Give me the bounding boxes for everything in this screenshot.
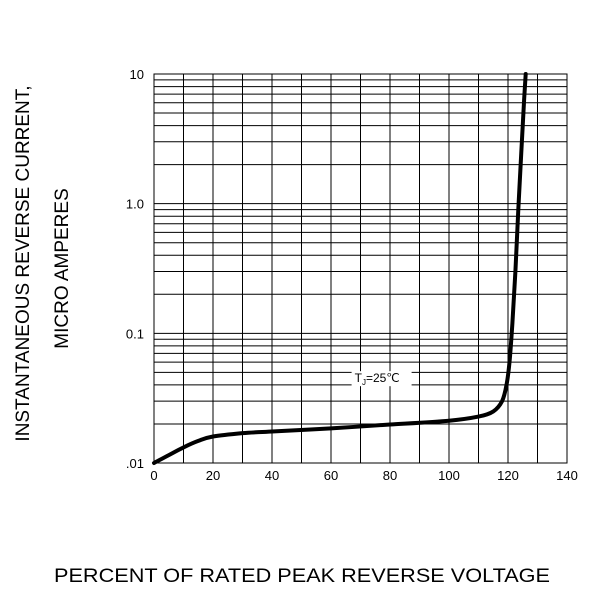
x-tick-labels: 0 20 40 60 80 100 120 140	[150, 468, 577, 483]
annotation-tj: TJ=25℃	[351, 371, 412, 387]
annotation-t: T	[355, 371, 363, 385]
y-tick-label: .01	[126, 456, 144, 471]
x-tick-label: 100	[438, 468, 460, 483]
x-tick-label: 0	[150, 468, 157, 483]
x-tick-label: 120	[497, 468, 519, 483]
y-axis-title: INSTANTANEOUS REVERSE CURRENT, MICRO AMP…	[13, 85, 73, 441]
y-tick-label: 1.0	[126, 197, 144, 212]
annotation-background	[351, 371, 412, 387]
series-line	[152, 72, 528, 465]
y-tick-label: 0.1	[126, 326, 144, 341]
x-tick-label: 60	[324, 468, 338, 483]
grid	[154, 74, 567, 463]
annotation-subscript: J	[362, 378, 366, 387]
x-tick-label: 80	[383, 468, 397, 483]
y-tick-label: 10	[130, 67, 144, 82]
y-tick-labels: .01 0.1 1.0 10	[126, 67, 144, 471]
annotation-label: TJ=25℃	[355, 371, 400, 387]
plot-frame	[153, 73, 568, 464]
x-tick-label: 40	[265, 468, 279, 483]
annotation-suffix: =25℃	[366, 371, 400, 385]
y-axis-title-line-1: INSTANTANEOUS REVERSE CURRENT,	[13, 85, 34, 441]
x-tick-label: 20	[206, 468, 220, 483]
x-tick-label: 140	[556, 468, 578, 483]
x-axis-title: PERCENT OF RATED PEAK REVERSE VOLTAGE	[54, 566, 550, 587]
y-axis-title-line-2: MICRO AMPERES	[52, 188, 73, 348]
